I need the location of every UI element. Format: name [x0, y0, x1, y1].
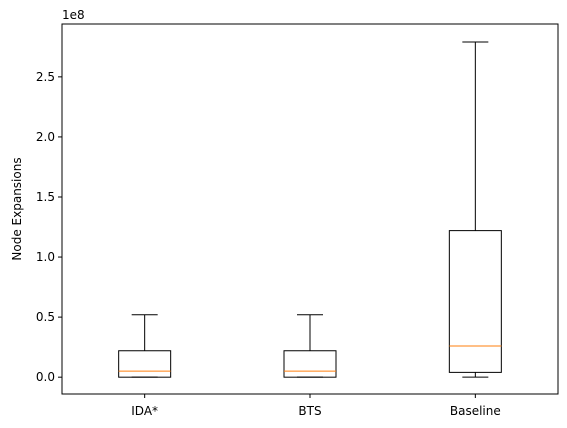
plot-frame	[61, 23, 559, 395]
y-tick-label: 0.5	[36, 310, 55, 324]
iqr-box	[448, 230, 502, 373]
y-ticks: 0.0 0.5 1.0 1.5 2.0 2.5	[36, 70, 62, 384]
x-tick-label: Baseline	[450, 404, 501, 418]
iqr-box	[283, 350, 337, 378]
y-tick-label: 2.0	[36, 130, 55, 144]
y-tick-label: 1.5	[36, 190, 55, 204]
y-tick-label: 1.0	[36, 250, 55, 264]
iqr-box	[118, 350, 172, 378]
box-ida	[118, 314, 172, 378]
boxes-layer	[118, 41, 502, 378]
y-tick-label: 2.5	[36, 70, 55, 84]
y-axis-offset-label: 1e8	[62, 8, 85, 22]
y-axis-label: Node Expansions	[10, 157, 24, 260]
x-ticks: IDA* BTS Baseline	[131, 394, 501, 418]
box-bts	[283, 314, 337, 378]
x-tick-label: BTS	[298, 404, 321, 418]
box-baseline	[448, 41, 502, 378]
y-tick-label: 0.0	[36, 370, 55, 384]
x-tick-label: IDA*	[131, 404, 158, 418]
